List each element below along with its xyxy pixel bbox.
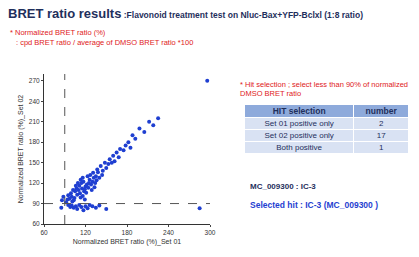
html-text:Set 01 positive only: Set 01 positive only	[264, 119, 334, 128]
html-text:MC_009300 : IC-3: MC_009300 : IC-3	[250, 182, 316, 191]
html-text:1: 1	[378, 143, 384, 152]
svg-text:60: 60	[32, 220, 40, 227]
svg-text:Normalized BRET ratio (%)_Set: Normalized BRET ratio (%)_Set 02	[17, 95, 25, 204]
html-text:BRET ratio results:Flavonoid t: BRET ratio results:Flavonoid treatment t…	[8, 6, 363, 21]
html-text:: cpd BRET ratio / average of: : cpd BRET ratio / average of DMSO BRET …	[16, 38, 194, 47]
html-text:Selected hit : IC-3 (MC_009300: Selected hit : IC-3 (MC_009300 )	[250, 200, 378, 210]
svg-text:300: 300	[205, 229, 216, 236]
svg-text:210: 210	[29, 118, 40, 125]
html-text:17: 17	[376, 131, 386, 140]
svg-text:240: 240	[163, 229, 174, 236]
html-text:* Normalized BRET ratio (%): * Normalized BRET ratio (%)	[10, 28, 106, 37]
svg-text:240: 240	[29, 98, 40, 105]
html-text:number: number	[365, 106, 397, 116]
html-text:Both positive: Both positive	[276, 143, 323, 152]
html-text:2: 2	[378, 119, 384, 128]
svg-text:180: 180	[29, 138, 40, 145]
svg-text:150: 150	[29, 159, 40, 166]
svg-text:60: 60	[40, 229, 48, 236]
svg-text:Normalized BRET ratio (%)_Set: Normalized BRET ratio (%)_Set 01	[73, 238, 182, 246]
svg-text:90: 90	[32, 200, 40, 207]
svg-text:270: 270	[29, 77, 40, 84]
svg-text:180: 180	[122, 229, 133, 236]
svg-text:120: 120	[29, 179, 40, 186]
html-text:HIT selection: HIT selection	[272, 106, 326, 116]
html-text:* Hit selection ; select less: * Hit selection ; select less than 90% o…	[240, 80, 408, 98]
svg-text:120: 120	[80, 229, 91, 236]
html-text:Set 02 positive only: Set 02 positive only	[264, 131, 334, 140]
